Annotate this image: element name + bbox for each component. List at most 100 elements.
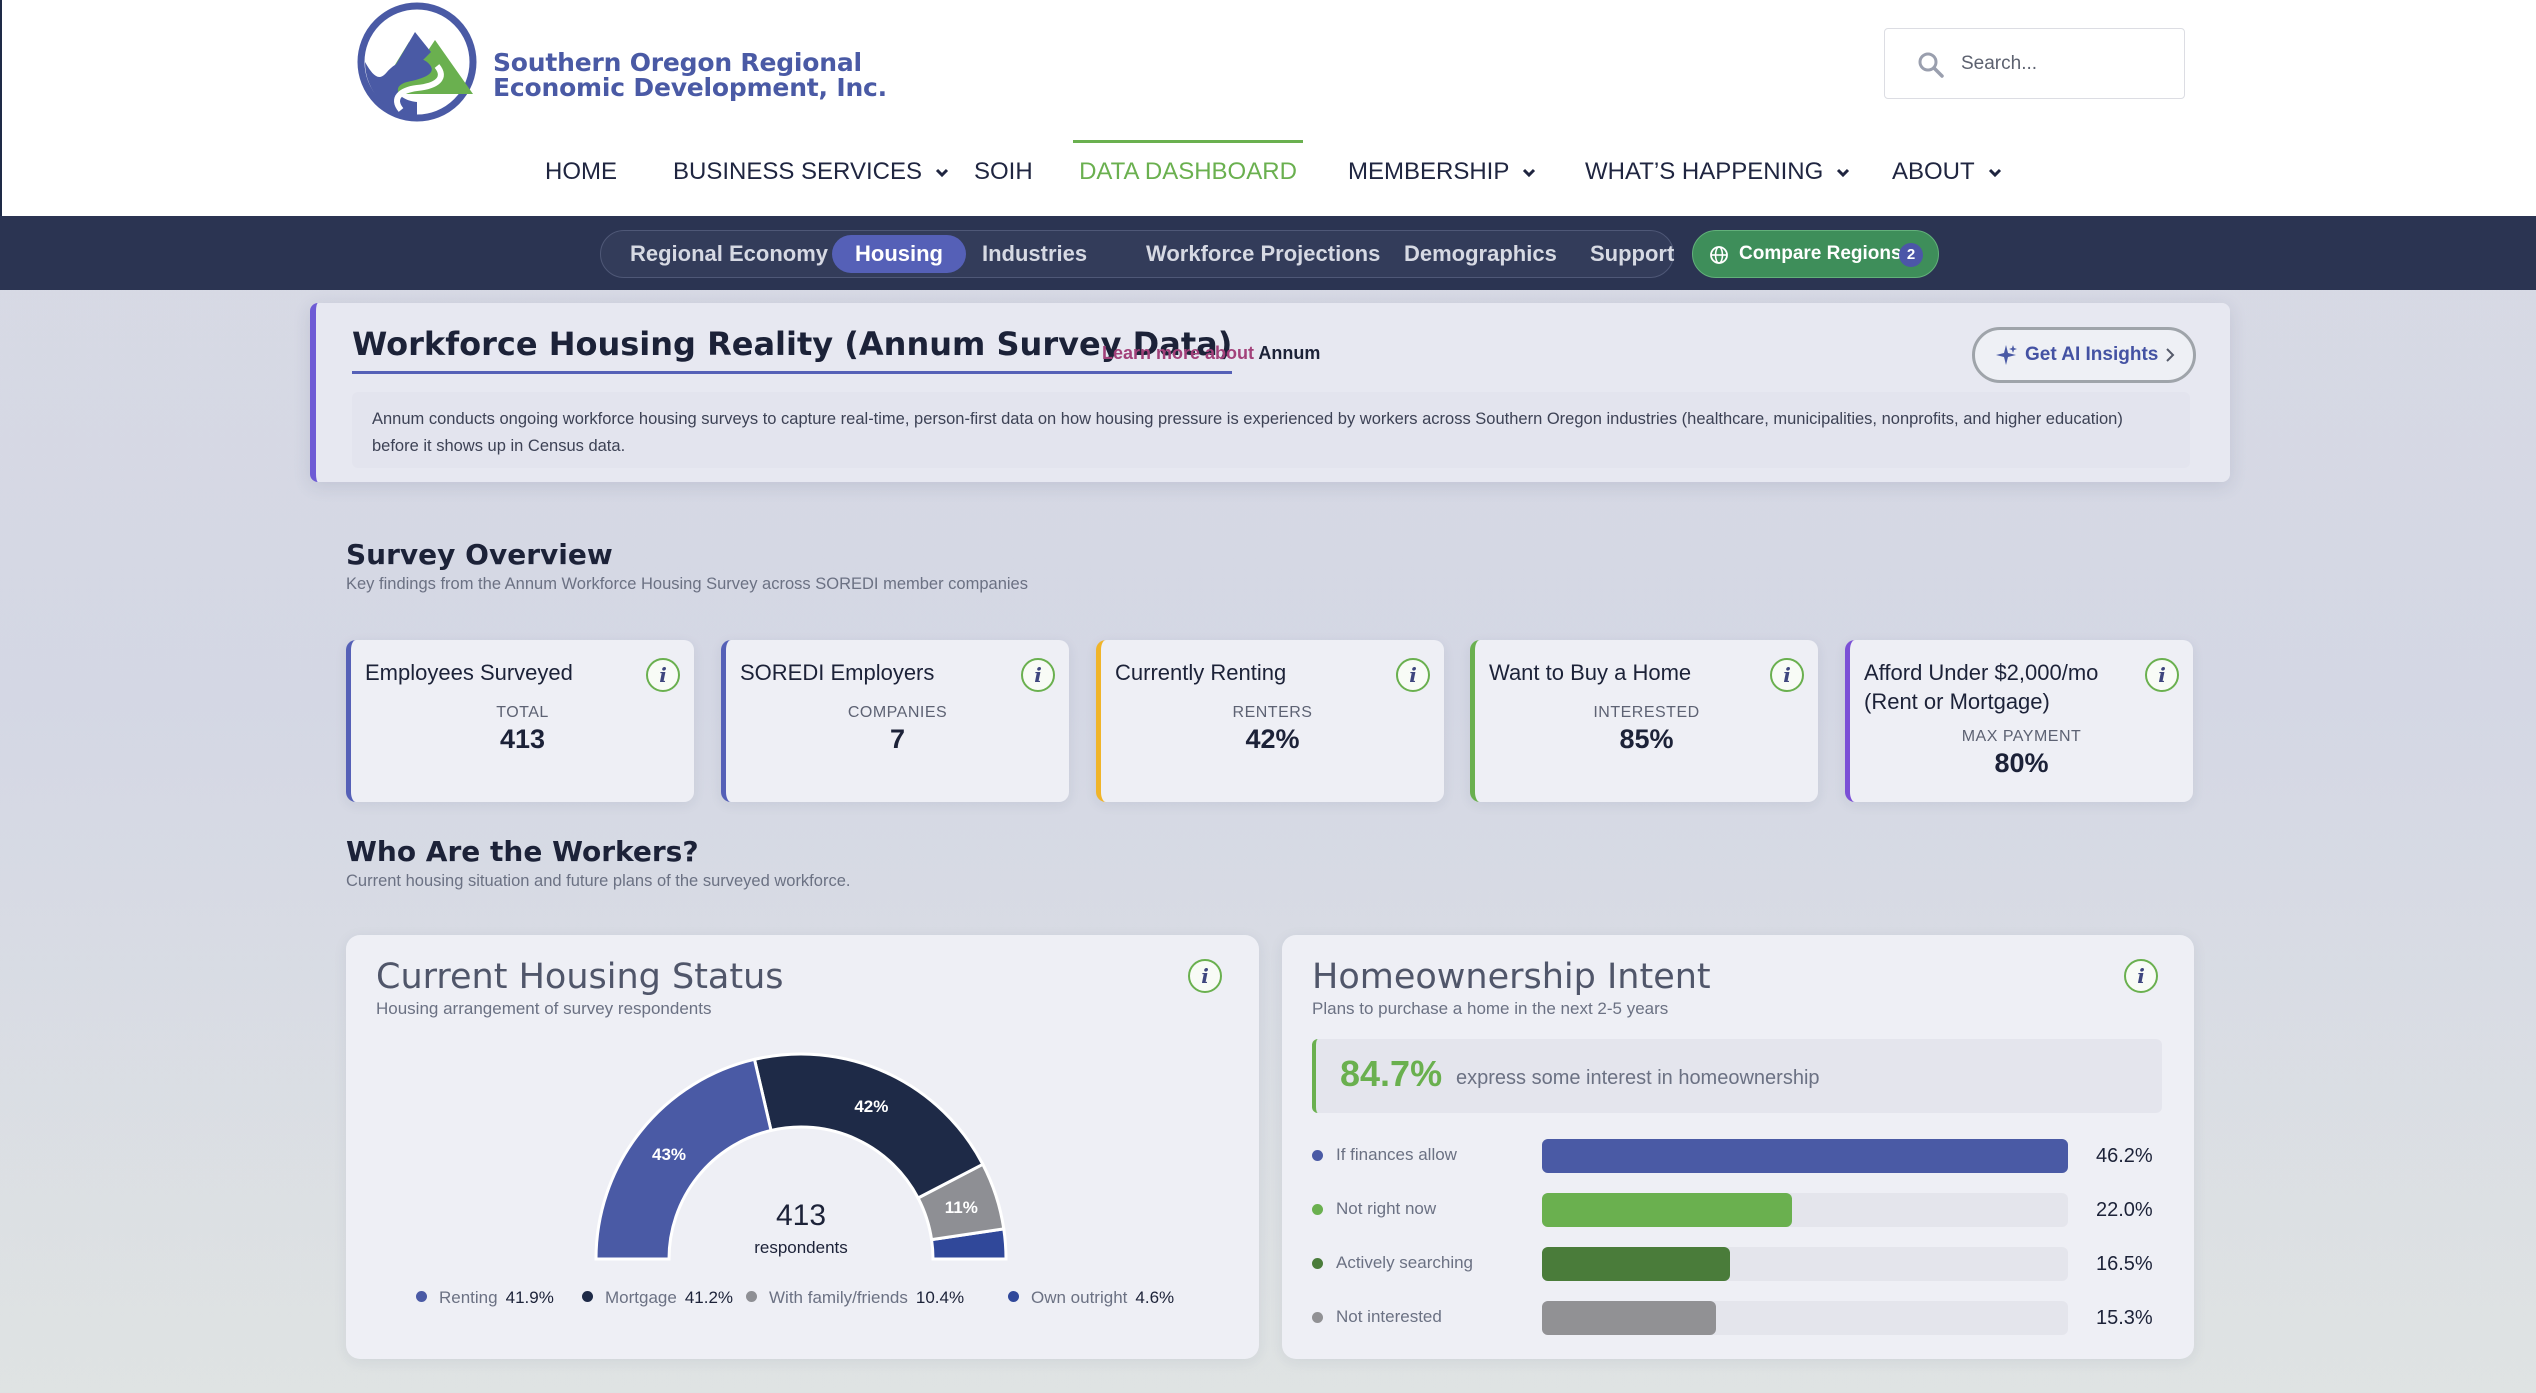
nav-soih-label: SOIH xyxy=(974,158,1033,185)
donut-slice-label: 11% xyxy=(945,1198,978,1217)
stat-label: Afford Under $2,000/mo (Rent or Mortgage… xyxy=(1864,660,2099,714)
globe-icon xyxy=(1710,246,1728,264)
bar-value: 22.0% xyxy=(2096,1199,2153,1221)
get-ai-insights-button[interactable]: Get AI Insights xyxy=(1972,327,2196,383)
chart-subtitle: Plans to purchase a home in the next 2-5… xyxy=(1312,999,1669,1018)
bar-fill[interactable] xyxy=(1542,1301,1717,1335)
logo-mountain-icon xyxy=(357,2,477,122)
bar-row: Not right now 22.0% xyxy=(1312,1191,2172,1229)
compare-regions-button[interactable]: Compare Regions 2 xyxy=(1692,230,1939,278)
compare-regions-label: Compare Regions xyxy=(1739,243,1902,264)
legend-dot xyxy=(746,1291,757,1303)
stat-card-afford-under-2000: Afford Under $2,000/mo (Rent or Mortgage… xyxy=(1845,640,2193,802)
main-nav: HOME BUSINESS SERVICES SOIH DATA DASHBOA… xyxy=(2,140,2536,204)
legend-item[interactable]: Own outright 4.6% xyxy=(1008,1283,1174,1313)
housing-status-legend: Renting 41.9% Mortgage 41.2% With family/fri… xyxy=(346,1283,1259,1313)
stat-value: 42% xyxy=(1245,724,1300,754)
nav-about[interactable]: ABOUT xyxy=(1892,140,2003,204)
tab-industries[interactable]: Industries xyxy=(982,241,1088,266)
donut-slice-own-outright[interactable] xyxy=(929,1227,1008,1261)
tab-demographics[interactable]: Demographics xyxy=(1404,241,1557,266)
bar-fill[interactable] xyxy=(1542,1247,1730,1281)
bar-track xyxy=(1542,1301,2068,1335)
donut-slice-label: 42% xyxy=(854,1097,888,1116)
nav-membership[interactable]: MEMBERSHIP xyxy=(1348,140,1537,204)
survey-banner: Workforce Housing Reality (Annum Survey … xyxy=(310,303,2230,482)
learn-more-prefix: Learn more about xyxy=(1102,343,1255,363)
site-header: Southern Oregon Regional Economic Develo… xyxy=(0,0,2536,216)
chevron-down-icon xyxy=(1837,168,1850,177)
tab-workforce-projections[interactable]: Workforce Projections xyxy=(1146,241,1381,266)
bar-fill[interactable] xyxy=(1542,1139,2068,1173)
bar-track xyxy=(1542,1247,2068,1281)
info-icon[interactable]: i xyxy=(1770,658,1804,692)
bar-fill[interactable] xyxy=(1542,1193,1793,1227)
stat-label: SOREDI Employers xyxy=(740,660,935,685)
chevron-down-icon xyxy=(935,168,949,177)
learn-more-link[interactable]: Learn more about Annum xyxy=(1102,343,1320,364)
stat-label: Employees Surveyed xyxy=(365,660,573,685)
legend-item[interactable]: Mortgage 41.2% xyxy=(582,1283,733,1313)
legend-dot xyxy=(416,1291,427,1303)
bar-track xyxy=(1542,1139,2068,1173)
bar-row: Actively searching 16.5% xyxy=(1312,1245,2172,1283)
stat-card-soredi-employers: SOREDI Employers i COMPANIES 7 xyxy=(721,640,1069,802)
legend-item[interactable]: With family/friends 10.4% xyxy=(746,1283,964,1313)
stat-value: 80% xyxy=(1994,748,2049,778)
donut-slice-with-family-friends[interactable] xyxy=(916,1162,1006,1242)
bar-label: Not right now xyxy=(1336,1199,1437,1218)
legend-item[interactable]: Renting 41.9% xyxy=(416,1283,554,1313)
stat-caption: INTERESTED xyxy=(1593,704,1700,721)
logo[interactable]: Southern Oregon Regional Economic Develo… xyxy=(357,2,887,124)
donut-slice-renting[interactable] xyxy=(594,1057,773,1261)
stat-label: Want to Buy a Home xyxy=(1489,660,1692,685)
donut-center-value: 413 xyxy=(776,1199,826,1232)
bar-track xyxy=(1542,1193,2068,1227)
info-icon[interactable]: i xyxy=(1188,959,1222,993)
tab-support[interactable]: Support xyxy=(1590,241,1675,266)
stat-label: Currently Renting xyxy=(1115,660,1287,685)
donut-slice-mortgage[interactable] xyxy=(752,1052,985,1201)
tab-housing[interactable]: Housing xyxy=(832,235,966,273)
legend-value: 10.4% xyxy=(915,1288,965,1307)
nav-about-label: ABOUT xyxy=(1892,158,1975,185)
bar-row: Not interested 15.3% xyxy=(1312,1299,2172,1337)
highlight-text: express some interest in homeownership xyxy=(1456,1067,1820,1089)
stat-card-employees-surveyed: Employees Surveyed i TOTAL 413 xyxy=(346,640,694,802)
learn-more-annum: Annum xyxy=(1258,343,1321,363)
info-icon[interactable]: i xyxy=(2124,959,2158,993)
search-icon xyxy=(1918,52,1944,78)
bar-value: 15.3% xyxy=(2096,1307,2153,1329)
bar-row: If finances allow 46.2% xyxy=(1312,1137,2172,1175)
logo-line-2: Economic Development, Inc. xyxy=(493,73,887,102)
nav-soih[interactable]: SOIH xyxy=(974,140,1033,204)
info-icon[interactable]: i xyxy=(2145,658,2179,692)
nav-whats-happening[interactable]: WHAT’S HAPPENING xyxy=(1585,140,1851,204)
banner-title: Workforce Housing Reality (Annum Survey … xyxy=(352,325,1233,374)
bar-dot xyxy=(1312,1204,1323,1215)
info-icon[interactable]: i xyxy=(646,658,680,692)
tab-regional-economy[interactable]: Regional Economy xyxy=(630,241,829,266)
workers-title: Who Are the Workers? xyxy=(346,835,699,868)
nav-whats-happening-label: WHAT’S HAPPENING xyxy=(1585,158,1824,185)
nav-home[interactable]: HOME xyxy=(545,140,617,204)
info-icon[interactable]: i xyxy=(1396,658,1430,692)
stat-caption: COMPANIES xyxy=(847,704,948,721)
stat-card-currently-renting: Currently Renting i RENTERS 42% xyxy=(1096,640,1444,802)
sub-nav: Regional Economy Housing Industries Work… xyxy=(0,216,2536,290)
dashboard-tabs: Regional Economy Housing Industries Work… xyxy=(600,230,1674,278)
bar-label: If finances allow xyxy=(1336,1145,1457,1164)
chart-title: Current Housing Status xyxy=(376,957,784,997)
legend-label: Mortgage xyxy=(605,1288,677,1307)
nav-business-services[interactable]: BUSINESS SERVICES xyxy=(673,140,950,204)
nav-data-dashboard[interactable]: DATA DASHBOARD xyxy=(1073,140,1303,204)
legend-value: 41.9% xyxy=(505,1288,554,1307)
search-input[interactable] xyxy=(1961,47,2171,81)
chart-subtitle: Housing arrangement of survey respondent… xyxy=(376,999,712,1018)
info-icon[interactable]: i xyxy=(1021,658,1055,692)
stat-value: 85% xyxy=(1619,724,1674,754)
bar-label: Not interested xyxy=(1336,1307,1442,1326)
chevron-down-icon xyxy=(1523,168,1536,177)
legend-dot xyxy=(582,1291,593,1303)
sparkle-icon xyxy=(1996,345,2017,365)
